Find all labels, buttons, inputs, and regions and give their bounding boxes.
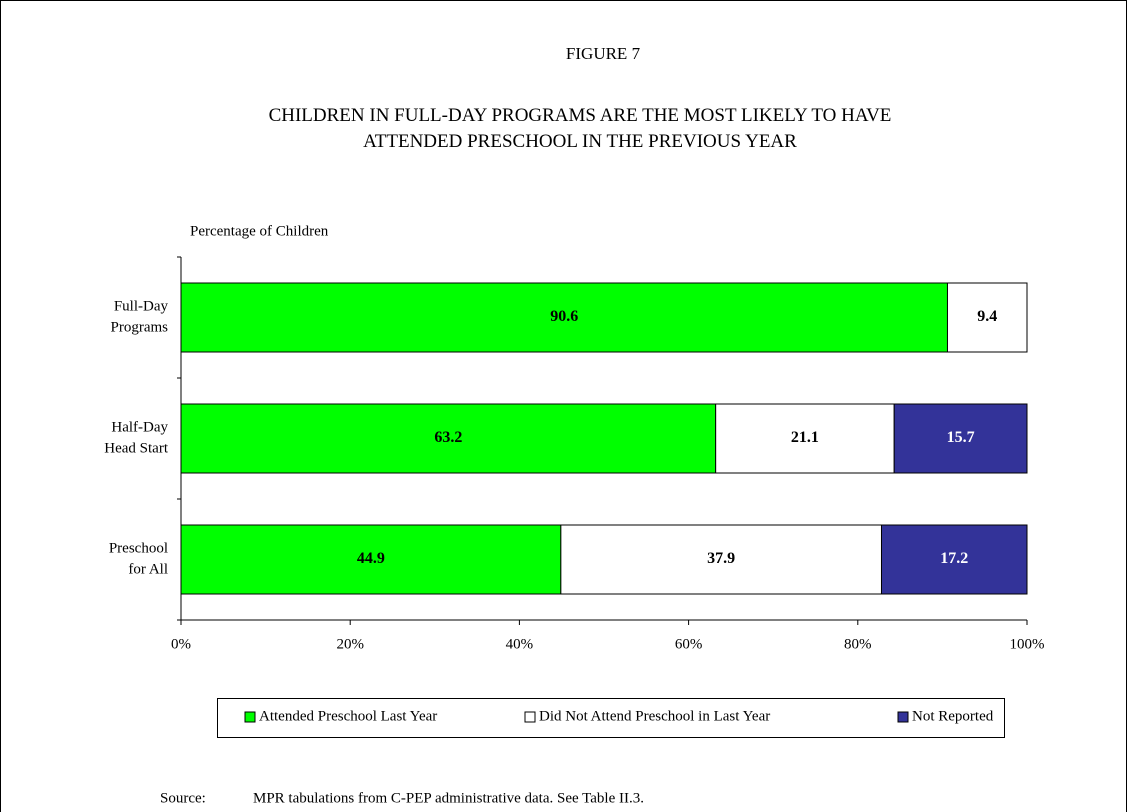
data-label: 63.2 <box>434 429 462 446</box>
data-label: 21.1 <box>791 429 819 446</box>
data-label: 15.7 <box>947 429 975 446</box>
bar-segment <box>880 524 1028 595</box>
legend-label: Attended Preschool Last Year <box>259 708 437 724</box>
figure-label: FIGURE 7 <box>566 44 641 63</box>
data-label: 90.6 <box>550 308 578 325</box>
legend-swatch <box>897 711 909 723</box>
bar-segment <box>180 282 948 353</box>
x-tick-label: 80% <box>844 636 872 652</box>
chart-title: CHILDREN IN FULL-DAY PROGRAMS ARE THE MO… <box>269 105 892 152</box>
x-tick-label: 100% <box>1010 636 1045 652</box>
x-tick-label: 40% <box>506 636 534 652</box>
x-tick-label: 0% <box>171 636 191 652</box>
bar-segment <box>180 403 717 474</box>
data-label: 37.9 <box>707 550 735 567</box>
data-label: 44.9 <box>357 550 385 567</box>
legend-label: Did Not Attend Preschool in Last Year <box>539 708 770 724</box>
source: MPR tabulations from C-PEP administrativ… <box>253 790 644 806</box>
y-tick-label: Full-Day Programs <box>111 299 169 336</box>
legend-label: Not Reported <box>912 708 994 724</box>
data-label: 9.4 <box>977 308 997 325</box>
legend-swatch <box>524 711 536 723</box>
bar-segment <box>893 403 1028 474</box>
legend-swatch <box>244 711 256 723</box>
bar-segment <box>180 524 562 595</box>
axis-label: Percentage of Children <box>190 223 329 239</box>
y-tick-label: Preschool for All <box>109 541 168 578</box>
y-tick-label: Half-Day Head Start <box>104 420 169 457</box>
bar-segment <box>715 403 895 474</box>
source-label: Source: <box>160 790 206 806</box>
bar-segment <box>946 282 1028 353</box>
x-tick-label: 60% <box>675 636 703 652</box>
data-label: 17.2 <box>940 550 968 567</box>
x-tick-label: 20% <box>336 636 364 652</box>
legend-box <box>217 698 1005 738</box>
